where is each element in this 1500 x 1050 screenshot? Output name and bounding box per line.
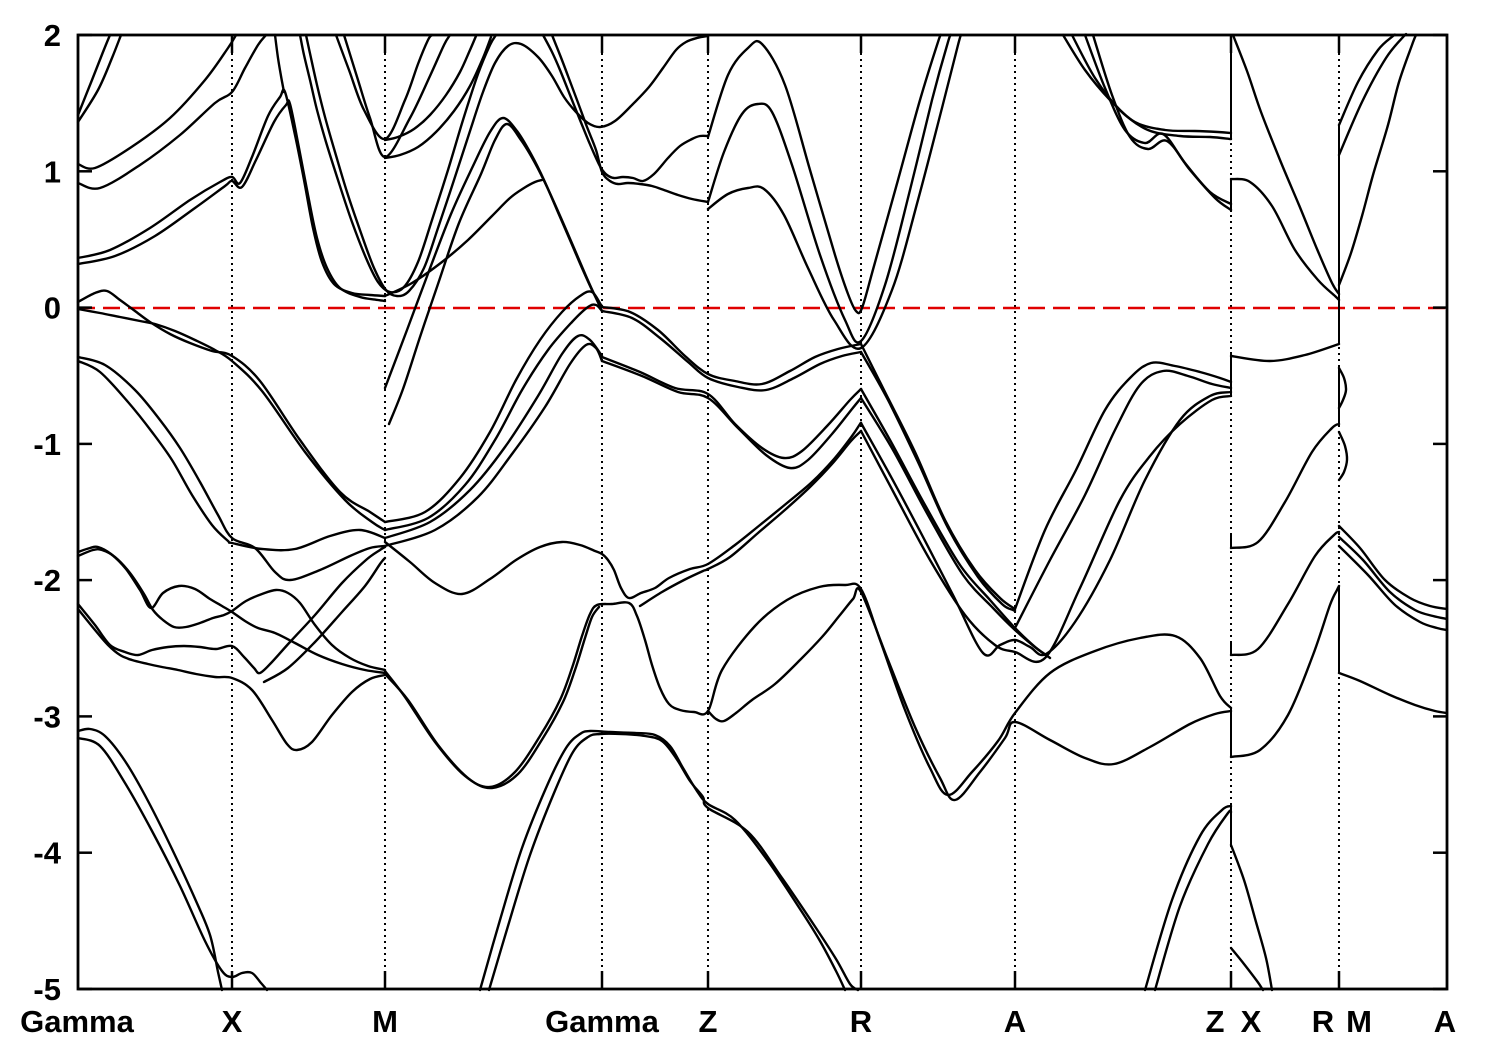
svg-text:M: M	[372, 1004, 398, 1039]
svg-text:-2: -2	[33, 563, 61, 598]
svg-text:-4: -4	[33, 836, 61, 871]
svg-text:1: 1	[44, 154, 61, 189]
svg-text:X: X	[1241, 1004, 1262, 1039]
svg-text:-3: -3	[33, 699, 61, 734]
svg-text:Gamma: Gamma	[20, 1004, 134, 1039]
svg-text:A: A	[1434, 1004, 1456, 1039]
svg-text:R: R	[1312, 1004, 1334, 1039]
svg-text:0: 0	[44, 291, 61, 326]
svg-text:M: M	[1346, 1004, 1372, 1039]
svg-text:A: A	[1004, 1004, 1026, 1039]
svg-text:Gamma: Gamma	[545, 1004, 659, 1039]
svg-text:-1: -1	[33, 427, 61, 462]
svg-text:X: X	[222, 1004, 243, 1039]
svg-text:2: 2	[44, 18, 61, 53]
svg-text:R: R	[850, 1004, 872, 1039]
svg-text:Z: Z	[699, 1004, 718, 1039]
svg-text:-5: -5	[33, 972, 61, 1007]
svg-text:Z: Z	[1206, 1004, 1225, 1039]
